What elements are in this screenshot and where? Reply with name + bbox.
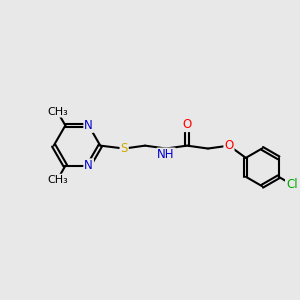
Text: Cl: Cl (286, 178, 298, 191)
Text: NH: NH (157, 148, 175, 161)
Text: O: O (182, 118, 192, 131)
Text: CH₃: CH₃ (47, 175, 68, 185)
Text: CH₃: CH₃ (47, 106, 68, 117)
Text: N: N (84, 119, 93, 132)
Text: S: S (121, 142, 128, 155)
Text: O: O (224, 139, 234, 152)
Text: N: N (84, 159, 93, 172)
